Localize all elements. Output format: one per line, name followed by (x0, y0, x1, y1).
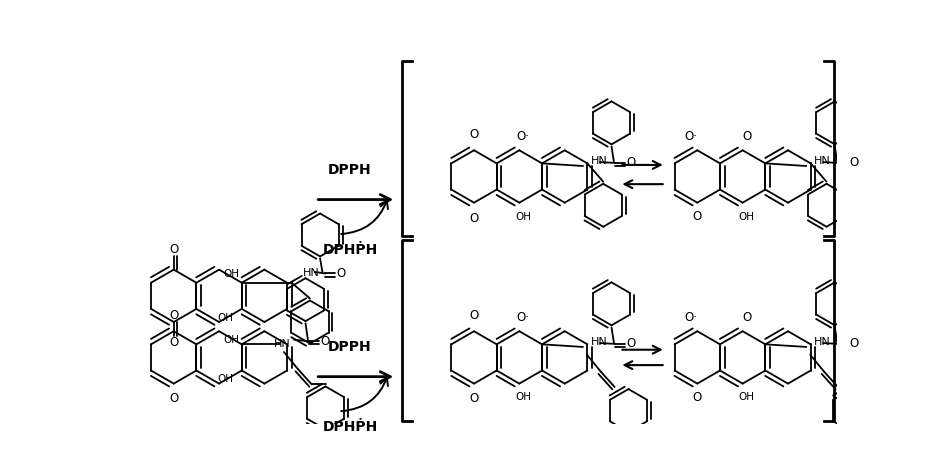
Text: HN: HN (814, 157, 830, 167)
Text: O: O (169, 336, 178, 348)
Text: O: O (469, 211, 479, 225)
Text: OH: OH (515, 211, 531, 221)
Text: O·: O· (517, 311, 530, 324)
Text: O: O (469, 309, 479, 322)
Text: O: O (626, 157, 635, 169)
Text: HN: HN (814, 337, 830, 347)
Text: O: O (849, 337, 858, 350)
Text: O: O (742, 311, 751, 324)
Text: O: O (692, 210, 702, 223)
Text: O: O (320, 335, 329, 348)
Text: O·: O· (685, 311, 698, 324)
Text: O: O (849, 157, 858, 169)
Text: OH: OH (223, 336, 240, 346)
Text: OH: OH (515, 392, 531, 403)
Text: HN: HN (591, 337, 607, 347)
Text: OH: OH (739, 392, 755, 403)
Text: O: O (169, 309, 178, 322)
Text: O: O (742, 130, 751, 143)
Text: OH: OH (217, 313, 233, 323)
Text: O: O (626, 337, 635, 350)
Text: O: O (692, 391, 702, 404)
Text: DPPH: DPPH (328, 340, 371, 355)
Text: HN: HN (591, 157, 607, 167)
Text: OH: OH (223, 269, 240, 279)
Text: O: O (169, 243, 178, 256)
Text: OH: OH (217, 374, 233, 384)
Text: O: O (169, 393, 178, 406)
Text: OH: OH (739, 211, 755, 221)
Text: O: O (336, 267, 345, 280)
Text: O: O (469, 393, 479, 406)
Text: O: O (469, 129, 479, 141)
Text: O·: O· (517, 130, 530, 143)
Text: DPHṖH: DPHṖH (322, 243, 378, 257)
Text: DPPH: DPPH (328, 163, 371, 178)
Text: HN: HN (302, 268, 319, 278)
Text: O·: O· (685, 130, 698, 143)
Text: DPHṖH: DPHṖH (322, 420, 378, 434)
Text: HN: HN (273, 339, 290, 349)
